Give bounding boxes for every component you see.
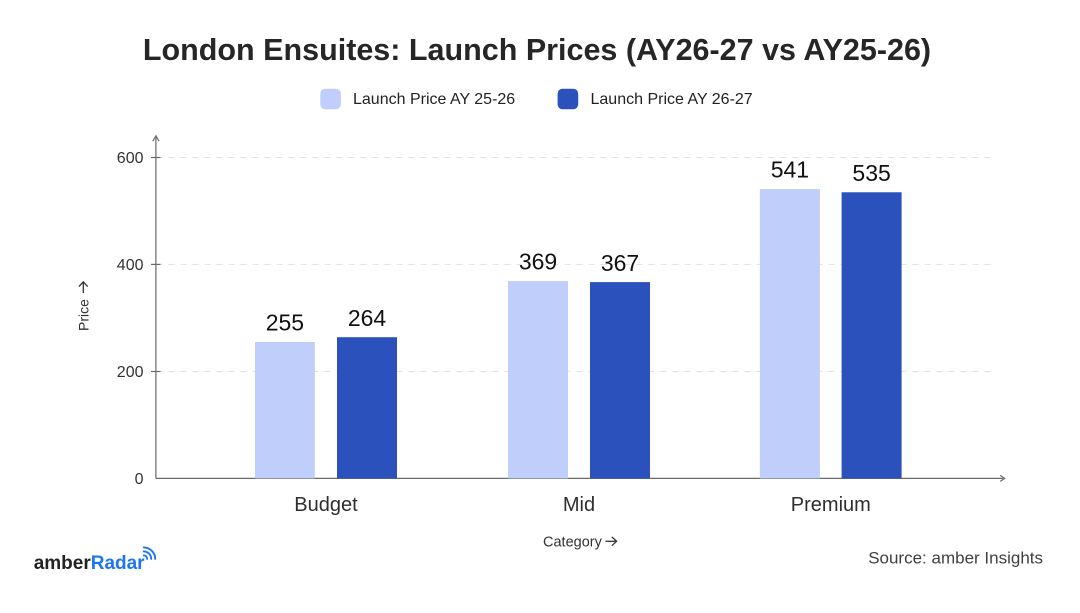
svg-text:400: 400 [117,257,144,274]
svg-text:Category: Category [543,535,603,551]
svg-text:369: 369 [519,249,557,275]
svg-text:Budget: Budget [294,494,358,516]
svg-text:Premium: Premium [791,494,871,516]
svg-text:255: 255 [266,310,304,336]
svg-text:Launch Price AY 26-27: Launch Price AY 26-27 [591,91,753,108]
svg-text:London Ensuites: Launch Prices: London Ensuites: Launch Prices (AY26-27 … [143,33,931,67]
svg-text:535: 535 [852,160,890,186]
svg-text:200: 200 [117,364,144,381]
svg-text:0: 0 [135,471,144,488]
svg-text:367: 367 [601,250,639,276]
svg-text:264: 264 [348,305,387,331]
svg-text:amberRadar: amberRadar [34,553,145,574]
svg-text:Price: Price [76,299,92,331]
svg-text:Launch Price AY 25-26: Launch Price AY 25-26 [353,91,515,108]
svg-text:Source: amber Insights: Source: amber Insights [868,549,1043,568]
svg-text:600: 600 [117,150,144,167]
svg-text:541: 541 [771,157,809,183]
svg-text:Mid: Mid [563,494,595,516]
